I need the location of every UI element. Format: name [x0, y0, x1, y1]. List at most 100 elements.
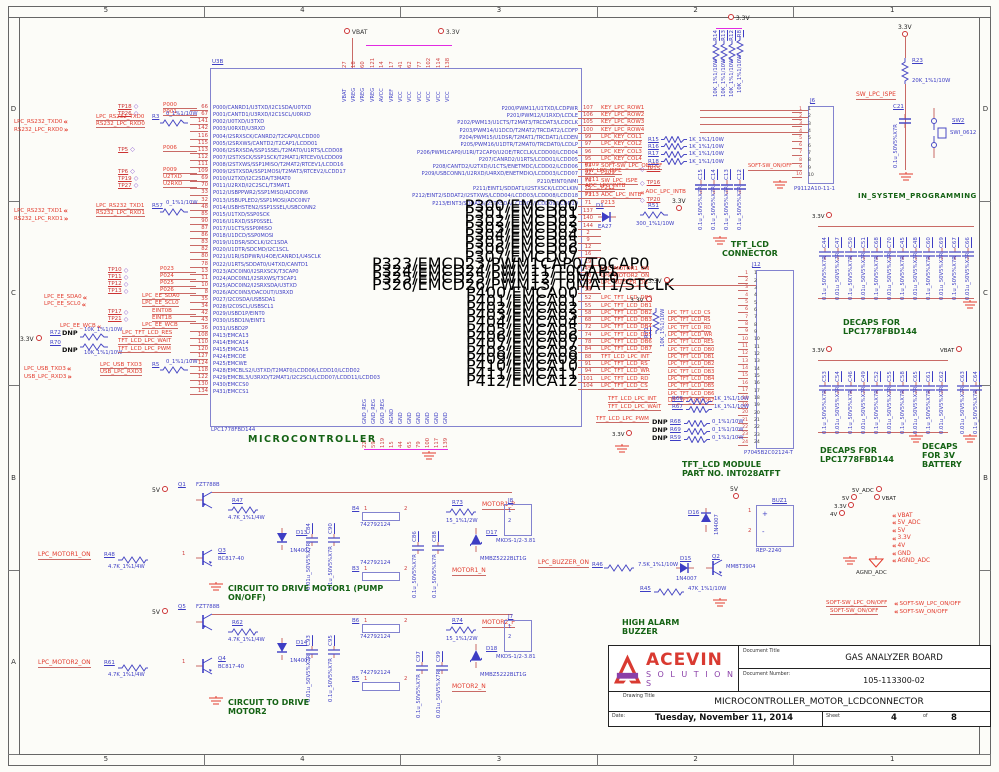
q2-refdes: Q2 — [712, 554, 720, 560]
net-label-row: LPC_TFT_LCD_WR — [668, 332, 713, 340]
sw2-refdes: SW2 — [952, 118, 965, 124]
net-tft-pwm: TFT_LCD_LPC_PWM — [596, 416, 649, 424]
j6-connector — [808, 106, 834, 184]
frame-row-label: B — [980, 386, 991, 571]
frame-col-label: 2 — [598, 6, 795, 17]
3v3-supply-label: 3.3V — [612, 430, 633, 438]
r73-value: 15_1%1/2W — [446, 518, 478, 524]
sheet-of-label: of — [923, 714, 928, 719]
pullup-resistor: R14 10K_1%1/10W — [712, 30, 720, 97]
buz1-part: REP-2240 — [756, 548, 782, 554]
d18-refdes: D18 — [486, 646, 498, 652]
connector-pin: 10 10 — [738, 336, 786, 343]
r70-refdes: R70 — [50, 340, 61, 346]
mcu-pin-row: P210/EINT0/NMI 76 SW_LPC_ISPE — [537, 177, 638, 185]
q4-transistor — [196, 657, 213, 675]
testpoint-icon: ◇ — [133, 110, 139, 117]
r61-resistor — [118, 664, 148, 672]
connector-pin: 12 12 — [738, 351, 786, 358]
offpage-chevron-icon: « — [892, 557, 897, 566]
net-label-row: LPC_TFT_LCD_DB1 — [668, 354, 715, 362]
b4-value: 742792124 — [360, 522, 391, 528]
series-resistor: R15 1K_1%1/10W — [648, 136, 724, 144]
net-p009: P009 — [163, 167, 197, 175]
offpage-chevron-icon: « — [892, 549, 897, 558]
mcu-top-pin: 114 VCC — [435, 57, 442, 102]
b5-refdes: B5 — [352, 676, 360, 682]
net-p001: P001 — [163, 109, 197, 117]
d15-refdes: D15 — [680, 556, 692, 562]
mcu-top-pin: 27 VBAT — [341, 61, 348, 102]
dnp-marker: DNP — [62, 329, 78, 337]
r59-resistor — [684, 436, 710, 443]
d1-part: EA27 — [598, 224, 612, 230]
d1-refdes: D1 — [596, 203, 604, 209]
vbat-supply-icon — [344, 28, 350, 34]
capacitor: C60 0.1u_50V5%X7R — [922, 226, 935, 302]
b5-value: 742792124 — [360, 670, 391, 676]
mcu-pin-row: 42 P029/USBD1P/EINT0 — [190, 310, 560, 318]
tft-module-caption: TFT_LCD MODULE PART NO. INT028ATFT — [682, 460, 781, 478]
decap1-topbus — [818, 226, 974, 227]
harness-net: «3.3V — [892, 534, 911, 543]
mcu-bottom-pin: GND_REG 59 — [370, 399, 377, 448]
3v3-supply-label: 3.3V — [630, 296, 652, 304]
j6-refdes: J6 — [810, 98, 816, 104]
mcu-bottom-pin: GND_REG 22 — [361, 399, 368, 448]
net-label-row: LPC_TFT_LCD_RD — [668, 324, 712, 332]
r73-resistor — [446, 508, 476, 516]
isp-wire — [905, 36, 906, 58]
logo-text-main: ACEVIN — [645, 650, 723, 670]
net-tft-int: TFT_LCD_LPC_INT — [608, 396, 657, 404]
net-p024: P024 — [160, 273, 196, 281]
j8-refdes: J8 — [508, 498, 514, 504]
r67-resistor — [686, 406, 712, 413]
mcu-top-pin: 17 VREF — [388, 61, 395, 102]
q5-part: FZT788B — [196, 604, 220, 610]
r47-refdes: R47 — [232, 498, 243, 504]
5vadc-supply-label: 5V_ADC — [852, 486, 882, 494]
power-harness: «VBAT «5V_ADC «5V «3.3V «4V «GND «AGND_A… — [892, 512, 930, 566]
mcu-pin-row: P212/EINT2/SDDAT2/I2STXWS/LCDD04/LCDD03/… — [412, 192, 642, 200]
frame-row-label: C — [8, 202, 19, 386]
b6-value: 742792124 — [360, 634, 391, 640]
q1-transistor — [196, 491, 213, 509]
b3-pin1: 1 — [364, 566, 368, 572]
b5-bead — [362, 682, 400, 691]
mcu-bottom-pins: GND_REG 22 GND_REG 59 GND_REG 119 AGND 1… — [360, 394, 450, 450]
mcu-top-pins: 27 VBAT 18 VREG 60 VREG 121 VREG 14 AVCC… — [340, 28, 453, 104]
capacitor: C50 0.1u_50V5%X7R — [844, 226, 857, 302]
top-power-bus — [366, 45, 452, 46]
5v-supply-label: 5V — [152, 608, 168, 616]
3v3-supply-icon — [826, 346, 833, 352]
j12-refdes: J12 — [752, 262, 761, 268]
decap1-botbus — [818, 298, 974, 299]
connector-pin: 13 13 — [738, 358, 786, 365]
net-ee-sda0: LPC_EE_SDA0 — [142, 293, 180, 301]
soft-sw-offpage: «SOFT-SW_LPC_ON/OFF «SOFT-SW_ON/OFF — [894, 600, 961, 616]
supply-icon — [851, 494, 858, 500]
testpoint-icon: ◇ — [123, 316, 129, 323]
mcu-pin-row: P302/EMCD02 144 — [372, 211, 712, 230]
r74-resistor — [446, 626, 476, 634]
offpage-chevron-icon: « — [63, 207, 68, 215]
mcu-top-pin: 102 VCC — [426, 57, 433, 102]
net-usb-txd3: LPC_USB_TXD3 — [100, 362, 142, 370]
r51-refdes: R51 — [648, 203, 659, 209]
mcu-left-pins: 66 P000/CANRD1/U3TXD/I2C1SDA/U0TXD 67 P0… — [190, 104, 560, 396]
drawing-title-label: Drawing Title — [623, 694, 655, 699]
tft-net-labels: LPC_TFT_LCD_CS LPC_TFT_LCD_RS LPC_TFT_LC… — [668, 299, 756, 406]
dnp-marker: DNP — [62, 346, 78, 354]
frame-col-label: 3 — [401, 755, 598, 766]
testpoint-icon: ◇ — [640, 180, 645, 187]
r23-resistor — [901, 58, 909, 84]
r23-value: 20K_1%1/10W — [912, 78, 951, 84]
capacitor: C67 0.1u_50V5%X7R — [948, 226, 961, 302]
offpage-chevron-icon: « — [66, 365, 72, 373]
connector-pin: 18 18 — [738, 395, 786, 402]
q5-refdes: Q5 — [178, 604, 186, 610]
r46-resistor — [604, 564, 634, 572]
ee-scl-offpage: LPC_EE_SCL0 « — [44, 301, 87, 309]
capacitor: C65 0.01u_50V5%X7R — [909, 360, 922, 436]
